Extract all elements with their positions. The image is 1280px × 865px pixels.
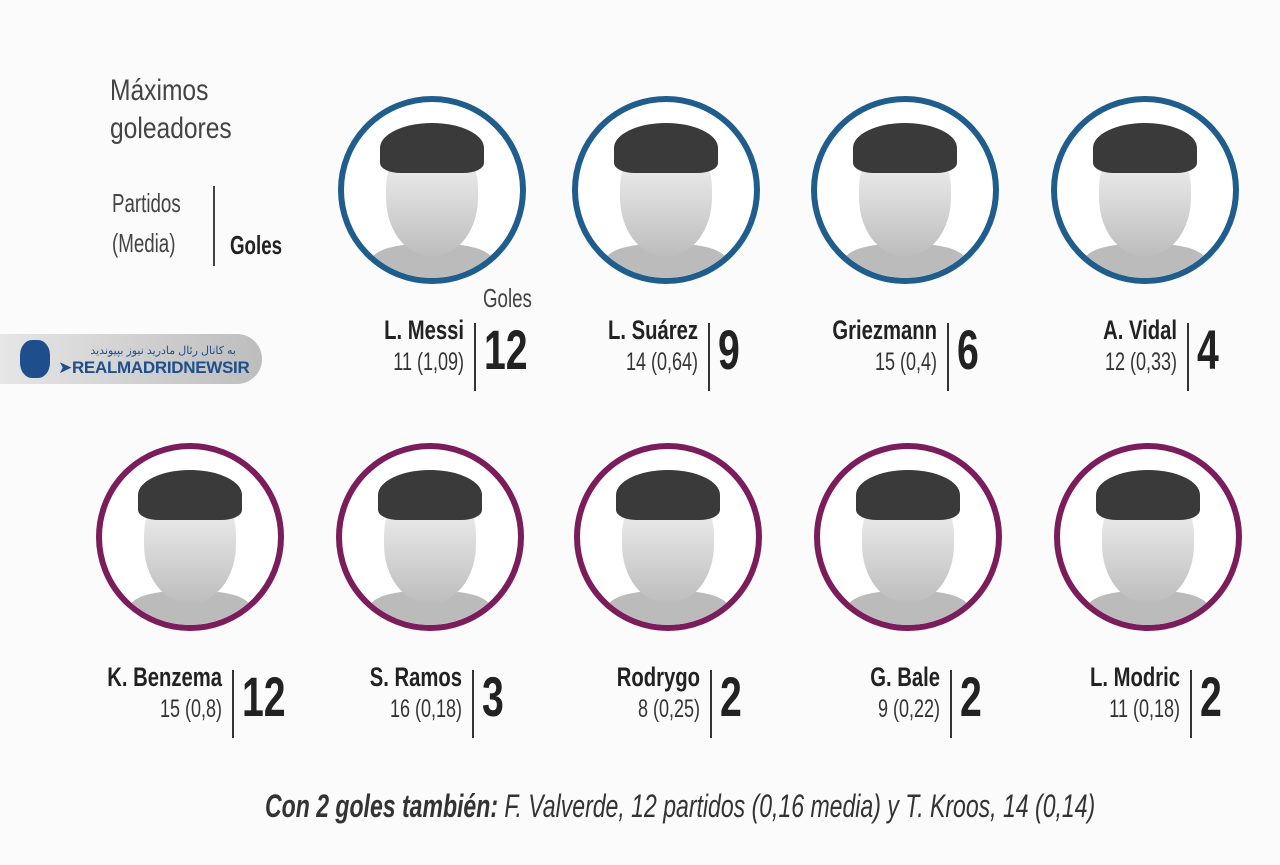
player-goals: 9 [718,318,740,381]
player-name: S. Ramos [369,662,462,692]
stat-divider [474,323,476,391]
stat-divider [1190,670,1192,738]
legend-title: Máximos goleadores [110,74,232,145]
legend-partidos: Partidos (Media) [112,188,181,258]
hair [138,470,242,521]
telegram-icon: ➤ [58,358,72,377]
hair [378,470,482,521]
player-info: G. Bale 9 (0,22) [740,662,940,724]
stat-divider [1187,323,1189,391]
legend-goles: Goles [230,230,283,260]
hair [856,470,960,521]
stat-divider [947,323,949,391]
player-goals: 2 [1200,665,1222,728]
player-photo [338,96,526,284]
player-info: Rodrygo 8 (0,25) [500,662,700,724]
stat-divider [950,670,952,738]
player-goals: 4 [1197,318,1219,381]
player-photo [572,96,760,284]
player-matches-average: 11 (0,18) [1109,695,1180,723]
hair [614,123,718,174]
player-goals: 2 [720,665,742,728]
player-photo [574,443,762,631]
player-photo [1051,96,1239,284]
player-name: Griezmann [832,315,937,345]
player-photo [814,443,1002,631]
hair [616,470,720,521]
stat-divider [472,670,474,738]
player-name: G. Bale [870,662,940,692]
player-goals: 3 [482,665,504,728]
player-name: L. Modric [1090,662,1180,692]
stat-divider [708,323,710,391]
player-info: L. Modric 11 (0,18) [980,662,1180,724]
player-info: L. Suárez 14 (0,64) [498,315,698,377]
player-name: L. Messi [384,315,464,345]
player-matches-average: 12 (0,33) [1104,348,1177,376]
hair [1096,470,1200,521]
real-madrid-crest-icon [20,340,50,378]
player-info: Griezmann 15 (0,4) [737,315,937,377]
player-matches-average: 8 (0,25) [637,695,700,723]
stat-divider [232,670,234,738]
player-goals: 12 [242,665,286,728]
player-goals: 6 [957,318,979,381]
watermark-brand: ➤REALMADRIDNEWSIR [58,358,250,377]
player-photo [1054,443,1242,631]
hair [1093,123,1197,174]
player-name: L. Suárez [607,315,698,345]
player-photo [96,443,284,631]
player-info: L. Messi 11 (1,09) [264,315,464,377]
player-matches-average: 16 (0,18) [389,695,462,723]
player-matches-average: 14 (0,64) [625,348,698,376]
player-matches-average: 15 (0,8) [159,695,222,723]
player-matches-average: 11 (1,09) [393,348,464,376]
player-goals: 2 [960,665,982,728]
hair [853,123,957,174]
player-name: K. Benzema [107,662,222,692]
player-name: A. Vidal [1103,315,1177,345]
player-matches-average: 15 (0,4) [874,348,937,376]
player-name: Rodrygo [616,662,700,692]
player-matches-average: 9 (0,22) [877,695,940,723]
player-info: S. Ramos 16 (0,18) [262,662,462,724]
goles-label: Goles [483,283,532,313]
player-info: A. Vidal 12 (0,33) [977,315,1177,377]
player-photo [336,443,524,631]
player-photo [811,96,999,284]
player-info: K. Benzema 15 (0,8) [22,662,222,724]
stat-divider [710,670,712,738]
footer-note: Con 2 goles también: F. Valverde, 12 par… [265,788,1096,824]
hair [380,123,484,174]
watermark-persian-text: به کانال رئال مادرید نیوز بپیوندید [90,345,236,357]
legend-divider [213,186,215,266]
player-goals: 12 [484,318,528,381]
